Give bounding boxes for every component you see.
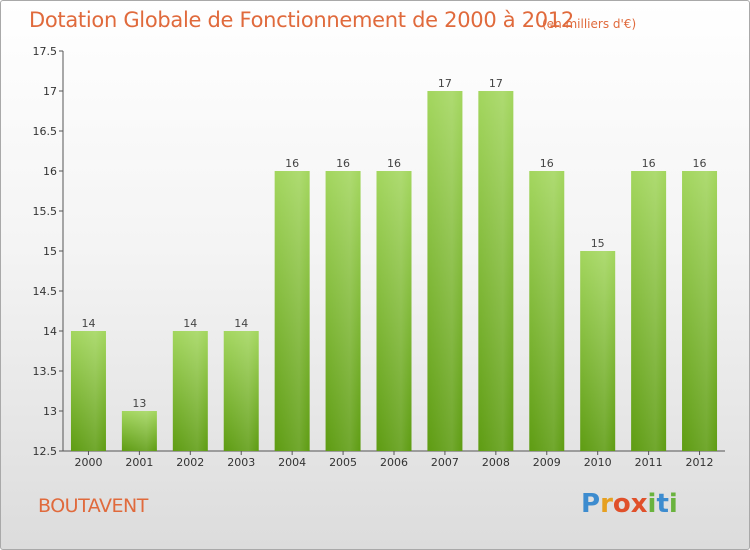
bar-highlight (325, 171, 361, 451)
y-tick-label: 13.5 (33, 365, 58, 378)
chart-title: Dotation Globale de Fonctionnement de 20… (29, 8, 574, 32)
data-label: 17 (438, 77, 452, 90)
y-tick-label: 17 (43, 85, 57, 98)
data-label: 17 (489, 77, 503, 90)
x-tick-label: 2003 (227, 456, 255, 469)
axes: 12.5 13 13.5 14 14.5 15 15.5 16 16.5 17 17.5 2000 20… (33, 45, 725, 469)
y-tick-label: 14 (43, 325, 57, 338)
bar-highlight (580, 251, 616, 451)
data-label: 16 (387, 157, 401, 170)
y-tick-label: 13 (43, 405, 57, 418)
x-tick-label: 2007 (431, 456, 459, 469)
data-label: 15 (591, 237, 605, 250)
data-label: 14 (81, 317, 95, 330)
data-label: 16 (285, 157, 299, 170)
proxiti-logo[interactable]: Proxiti (581, 489, 678, 519)
x-tick-label: 2005 (329, 456, 357, 469)
x-tick-label: 2004 (278, 456, 306, 469)
x-tick-label: 2010 (584, 456, 612, 469)
data-label: 16 (642, 157, 656, 170)
x-tick-label: 2012 (686, 456, 714, 469)
x-tick-label: 2000 (74, 456, 102, 469)
y-tick-label: 14.5 (33, 285, 58, 298)
bars (70, 91, 718, 451)
chart-unit: (en milliers d'€) (542, 17, 637, 31)
bar-highlight (172, 331, 208, 451)
data-labels: 14 13 14 14 16 16 16 17 17 16 15 16 16 (81, 77, 706, 410)
y-tick-label: 15 (43, 245, 57, 258)
y-tick-label: 16.5 (33, 125, 58, 138)
x-tick-label: 2011 (635, 456, 663, 469)
bar-highlight (631, 171, 667, 451)
data-label: 16 (540, 157, 554, 170)
bar-highlight (529, 171, 565, 451)
x-tick-label: 2008 (482, 456, 510, 469)
data-label: 14 (234, 317, 248, 330)
bar-highlight (427, 91, 463, 451)
bar-highlight (274, 171, 310, 451)
bar-highlight (70, 331, 106, 451)
bar-highlight (376, 171, 412, 451)
data-label: 13 (132, 397, 146, 410)
x-tick-label: 2009 (533, 456, 561, 469)
data-label: 16 (336, 157, 350, 170)
bar-highlight (223, 331, 259, 451)
x-tick-label: 2001 (125, 456, 153, 469)
y-tick-label: 16 (43, 165, 57, 178)
x-tick-label: 2006 (380, 456, 408, 469)
bar-highlight (478, 91, 514, 451)
y-tick-label: 12.5 (33, 445, 58, 458)
x-tick-label: 2002 (176, 456, 204, 469)
commune-name: BOUTAVENT (38, 495, 148, 517)
y-tick-label: 17.5 (33, 45, 58, 58)
bar-highlight (682, 171, 718, 451)
y-tick-label: 15.5 (33, 205, 58, 218)
bar-highlight (121, 411, 157, 451)
data-label: 14 (183, 317, 197, 330)
data-label: 16 (693, 157, 707, 170)
